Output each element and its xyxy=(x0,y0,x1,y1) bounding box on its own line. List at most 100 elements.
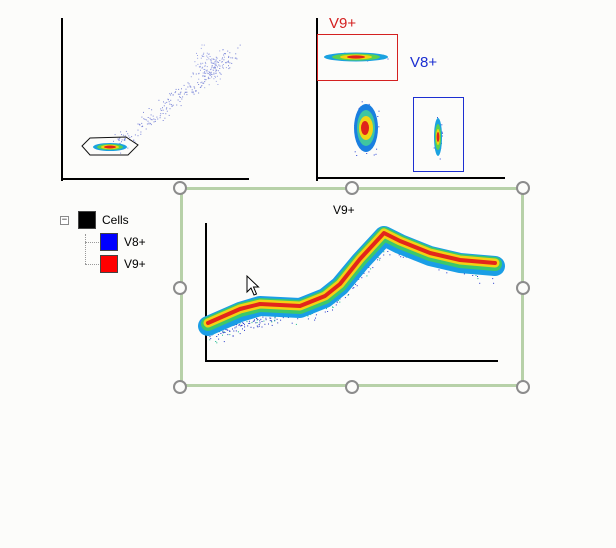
scatter-dot xyxy=(227,50,229,52)
scatter-dot xyxy=(257,326,259,328)
scatter-dot xyxy=(202,72,204,74)
scatter-dot xyxy=(145,119,147,121)
scatter-dot xyxy=(222,334,223,336)
resize-handle-e[interactable] xyxy=(516,281,530,295)
scatter-dot xyxy=(368,271,370,273)
scatter-dot xyxy=(162,109,164,111)
gate-v8-rect[interactable] xyxy=(413,97,464,172)
scatter-dot xyxy=(477,278,479,280)
scatter-dot xyxy=(193,86,195,88)
scatter-dot xyxy=(310,314,312,316)
scatter-dot xyxy=(121,139,123,141)
scatter-dot xyxy=(122,134,124,136)
scatter-dot xyxy=(219,72,221,74)
scatter-dot xyxy=(239,322,241,324)
resize-handle-s[interactable] xyxy=(345,380,359,394)
legend-item-cells[interactable]: Cells xyxy=(78,211,129,229)
scatter-dot xyxy=(379,257,381,259)
legend-item-v9[interactable]: V9+ xyxy=(100,255,146,273)
scatter-dot xyxy=(243,323,245,324)
scatter-plot-cells[interactable] xyxy=(58,16,250,182)
scatter-dot xyxy=(166,101,168,103)
resize-handle-w[interactable] xyxy=(173,281,187,295)
scatter-dot xyxy=(216,342,218,344)
scatter-dot xyxy=(213,67,215,69)
scatter-dot xyxy=(354,151,356,153)
resize-handle-sw[interactable] xyxy=(173,380,187,394)
scatter-plot-gated[interactable]: V9+ V8+ xyxy=(314,16,506,182)
resize-handle-n[interactable] xyxy=(345,181,359,195)
scatter-dot xyxy=(209,339,211,341)
scatter-dot xyxy=(120,131,122,133)
scatter-dot xyxy=(479,282,481,284)
polygon-gate[interactable] xyxy=(81,136,139,156)
scatter-dot xyxy=(200,63,202,65)
scatter-dot xyxy=(441,131,443,133)
resize-handle-ne[interactable] xyxy=(516,181,530,195)
kinetic-plot[interactable]: V9+ xyxy=(198,200,505,370)
scatter-dot xyxy=(212,62,213,64)
scatter-dot xyxy=(209,74,211,76)
scatter-dots xyxy=(113,44,241,154)
scatter-dot xyxy=(175,88,177,90)
scatter-dot xyxy=(208,84,210,86)
scatter-dot xyxy=(127,147,129,149)
scatter-dot xyxy=(234,327,236,329)
scatter-dot xyxy=(147,120,149,122)
scatter-dot xyxy=(214,72,216,74)
scatter-dot xyxy=(361,277,363,279)
scatter-dot xyxy=(361,101,363,103)
scatter-dot xyxy=(214,67,216,69)
collapse-toggle[interactable]: − xyxy=(60,215,69,225)
scatter-dot xyxy=(194,87,196,89)
legend-item-v8[interactable]: V8+ xyxy=(100,233,146,251)
scatter-dot xyxy=(379,259,381,261)
population-blob xyxy=(347,55,365,59)
scatter-dot xyxy=(269,317,271,319)
scatter-dot xyxy=(205,79,207,80)
scatter-dot xyxy=(171,92,172,94)
scatter-dot xyxy=(204,65,206,67)
scatter-dot xyxy=(219,68,221,69)
scatter-dot xyxy=(205,63,207,65)
scatter-dot xyxy=(201,44,203,46)
scatter-dot xyxy=(219,65,221,67)
gate-v9-rect[interactable] xyxy=(317,34,398,81)
scatter-dot xyxy=(137,135,139,137)
x-axis xyxy=(205,360,498,362)
scatter-dot xyxy=(348,294,350,296)
resize-handle-se[interactable] xyxy=(516,380,530,394)
scatter-dot xyxy=(210,338,212,340)
scatter-dot xyxy=(203,55,205,57)
scatter-dot xyxy=(133,139,135,141)
scatter-dot xyxy=(211,58,213,60)
scatter-dot xyxy=(216,336,218,337)
scatter-dot xyxy=(307,318,309,320)
scatter-dot xyxy=(188,83,190,85)
population-blob xyxy=(104,145,116,149)
scatter-dot xyxy=(203,52,205,54)
scatter-dot xyxy=(398,254,400,256)
resize-handle-nw[interactable] xyxy=(173,181,187,195)
scatter-dot xyxy=(192,72,194,74)
scatter-dot xyxy=(244,329,245,331)
scatter-dot xyxy=(154,121,156,122)
scatter-dot xyxy=(150,122,152,124)
scatter-dot xyxy=(377,257,379,259)
scatter-dot xyxy=(211,76,213,78)
scatter-dot xyxy=(228,57,230,58)
scatter-dot xyxy=(220,73,222,75)
scatter-dot xyxy=(124,139,126,141)
scatter-dot xyxy=(195,73,197,75)
scatter-dot xyxy=(226,329,228,331)
scatter-dot xyxy=(166,107,168,109)
scatter-dot xyxy=(227,329,229,331)
scatter-dot xyxy=(216,75,218,77)
scatter-dot xyxy=(204,87,206,89)
scatter-dot xyxy=(332,306,333,308)
scatter-dot xyxy=(213,78,215,80)
scatter-dot xyxy=(372,267,374,269)
scatter-dot xyxy=(274,317,276,319)
scatter-plot-gated-svg xyxy=(324,52,443,160)
scatter-dot xyxy=(376,148,378,150)
